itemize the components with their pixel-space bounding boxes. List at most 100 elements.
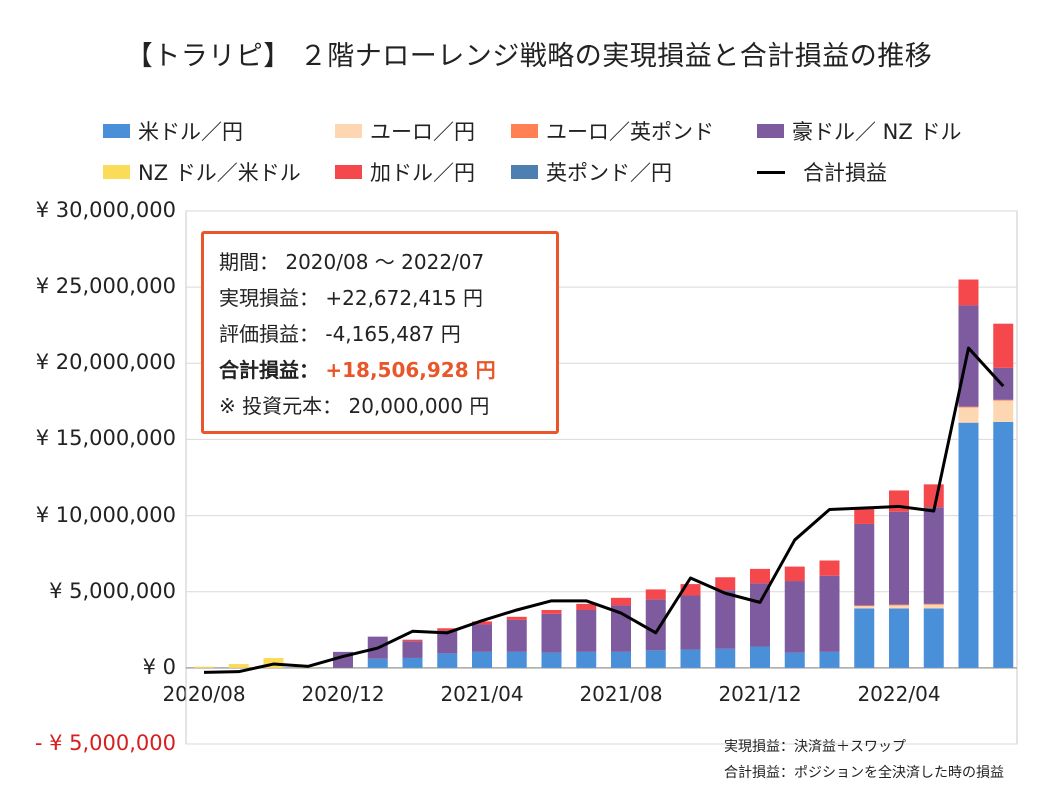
capital-row: ※ 投資元本： 20,000,000 円 [219, 388, 556, 424]
bar-audnzd-2021-03 [437, 630, 458, 654]
bar-audnzd-2021-09 [645, 599, 666, 651]
legend-label-cadjpy: 加ドル／円 [370, 161, 475, 185]
x-tick-label: 2020/12 [301, 682, 385, 706]
bar-usdjpy-2022-06 [958, 422, 979, 668]
bar-cadjpy-2022-01 [784, 566, 805, 582]
bar-cadjpy-2022-07 [993, 323, 1014, 368]
capital-value: 20,000,000 円 [348, 394, 490, 418]
bar-eurgbp-2022-05 [923, 603, 944, 605]
bar-cadjpy-2022-05 [923, 484, 944, 508]
total-label: 合計損益： [219, 358, 319, 382]
bar-cadjpy-2021-12 [750, 568, 770, 584]
y-tick-label: ¥ 30,000,000 [35, 198, 176, 222]
legend-item-audnzd: 豪ドル／ NZ ドル [757, 116, 961, 146]
y-tick-label: ¥ 20,000,000 [35, 350, 176, 374]
y-tick-label-negative: - ¥ 5,000,000 [34, 731, 176, 755]
legend-label-eurgbp: ユーロ／英ポンド [546, 120, 714, 144]
capital-label: ※ 投資元本： [219, 394, 343, 418]
y-tick-label: ¥ 25,000,000 [35, 274, 176, 298]
bar-usdjpy-2022-01 [784, 652, 805, 668]
legend-label-usdjpy: 米ドル／円 [138, 120, 243, 144]
bar-audnzd-2021-02 [402, 641, 423, 658]
bar-usdjpy-2022-05 [923, 608, 944, 668]
bar-audnzd-2022-06 [958, 305, 979, 407]
bar-audnzd-2022-07 [993, 367, 1014, 400]
bar-audnzd-2021-10 [680, 595, 701, 650]
realized-value: +22,672,415 円 [325, 286, 483, 310]
bar-cadjpy-2021-07 [576, 603, 597, 610]
legend-item-usdjpy: 米ドル／円 [103, 116, 243, 146]
bar-audnzd-2022-04 [889, 511, 909, 605]
bar-cadjpy-2021-10 [680, 584, 701, 596]
bar-usdjpy-2022-02 [819, 651, 840, 668]
legend-label-audnzd: 豪ドル／ NZ ドル [792, 120, 962, 144]
bar-audnzd-2021-04 [472, 624, 492, 652]
bar-cadjpy-2021-05 [506, 616, 527, 620]
legend-item-gbpjpy: 英ポンド／円 [511, 157, 672, 187]
unrealized-row: 評価損益： -4,165,487 円 [219, 316, 556, 352]
unrealized-label: 評価損益： [219, 322, 319, 346]
bar-cadjpy-2022-02 [819, 560, 840, 576]
legend-label-nzdusd: NZ ドル／米ドル [138, 161, 301, 185]
total-pnl-line [203, 346, 1005, 674]
bar-eurjpy-2022-04 [889, 605, 909, 609]
bar-stacks [194, 279, 1014, 668]
bar-usdjpy-2022-07 [993, 421, 1014, 668]
bar-eurgbp-2022-06 [958, 406, 979, 408]
bar-usdjpy-2021-10 [680, 649, 701, 668]
realized-label: 実現損益： [219, 286, 319, 310]
bar-eurjpy-2022-07 [993, 400, 1014, 422]
legend-item-nzdusd: NZ ドル／米ドル [103, 157, 301, 187]
legend-label-gbpjpy: 英ポンド／円 [546, 161, 672, 185]
legend-label-total: 合計損益 [803, 161, 887, 185]
bar-nzdusd-2020-08 [194, 666, 214, 668]
period-row: 期間： 2020/08 〜 2022/07 [219, 244, 556, 280]
bar-eurjpy-2022-06 [958, 407, 979, 423]
bar-audnzd-2022-05 [923, 507, 944, 604]
bar-nzdusd-2020-09 [228, 664, 249, 668]
note-realized: 実現損益：決済益＋スワップ [724, 739, 906, 755]
summary-box: 期間： 2020/08 〜 2022/07 実現損益： +22,672,415 … [201, 231, 559, 434]
bar-cadjpy-2021-11 [715, 577, 736, 591]
legend-item-eurgbp: ユーロ／英ポンド [511, 116, 714, 146]
legend-item-total: 合計損益 [757, 157, 887, 187]
bar-audnzd-2021-07 [576, 609, 597, 652]
total-row: 合計損益： +18,506,928 円 [219, 352, 556, 388]
bar-eurgbp-2022-04 [889, 604, 909, 606]
bar-eurgbp-2022-07 [993, 399, 1014, 401]
bar-usdjpy-2022-04 [889, 608, 909, 668]
bar-usdjpy-2021-12 [750, 646, 770, 668]
legend-swatch-usdjpy [103, 124, 130, 138]
bar-usdjpy-2021-03 [437, 653, 458, 668]
bar-usdjpy-2021-05 [506, 651, 527, 668]
bar-eurjpy-2022-05 [923, 604, 944, 609]
realized-row: 実現損益： +22,672,415 円 [219, 280, 556, 316]
period-value: 2020/08 〜 2022/07 [285, 250, 485, 274]
bar-cadjpy-2021-03 [437, 628, 458, 631]
x-tick-label: 2021/08 [579, 682, 663, 706]
legend-line-total [757, 170, 785, 174]
legend-item-cadjpy: 加ドル／円 [335, 157, 475, 187]
bar-audnzd-2021-11 [715, 590, 736, 649]
y-tick-label: ¥ 5,000,000 [49, 579, 176, 603]
bar-cadjpy-2021-09 [645, 589, 666, 600]
bar-eurgbp-2022-03 [854, 605, 875, 607]
bar-audnzd-2021-06 [541, 613, 562, 653]
x-tick-label: 2021/04 [440, 682, 524, 706]
bar-usdjpy-2021-11 [715, 648, 736, 668]
bar-usdjpy-2021-09 [645, 650, 666, 668]
chart-title: 【トラリピ】 ２階ナローレンジ戦略の実現損益と合計損益の推移 [125, 41, 933, 72]
bar-audnzd-2022-02 [819, 575, 840, 652]
bar-cadjpy-2021-06 [541, 609, 562, 614]
y-tick-label: ¥ 15,000,000 [35, 426, 176, 450]
bar-usdjpy-2021-07 [576, 651, 597, 668]
x-tick-label: 2022/04 [857, 682, 941, 706]
legend-item-eurjpy: ユーロ／円 [335, 116, 475, 146]
bar-cadjpy-2021-08 [611, 597, 631, 606]
bar-audnzd-2022-03 [854, 523, 875, 606]
bar-cadjpy-2022-03 [854, 507, 875, 524]
legend-label-eurjpy: ユーロ／円 [370, 120, 475, 144]
y-tick-label: ¥ 10,000,000 [35, 503, 176, 527]
bar-cadjpy-2021-02 [402, 639, 423, 642]
bar-usdjpy-2021-04 [472, 651, 492, 668]
